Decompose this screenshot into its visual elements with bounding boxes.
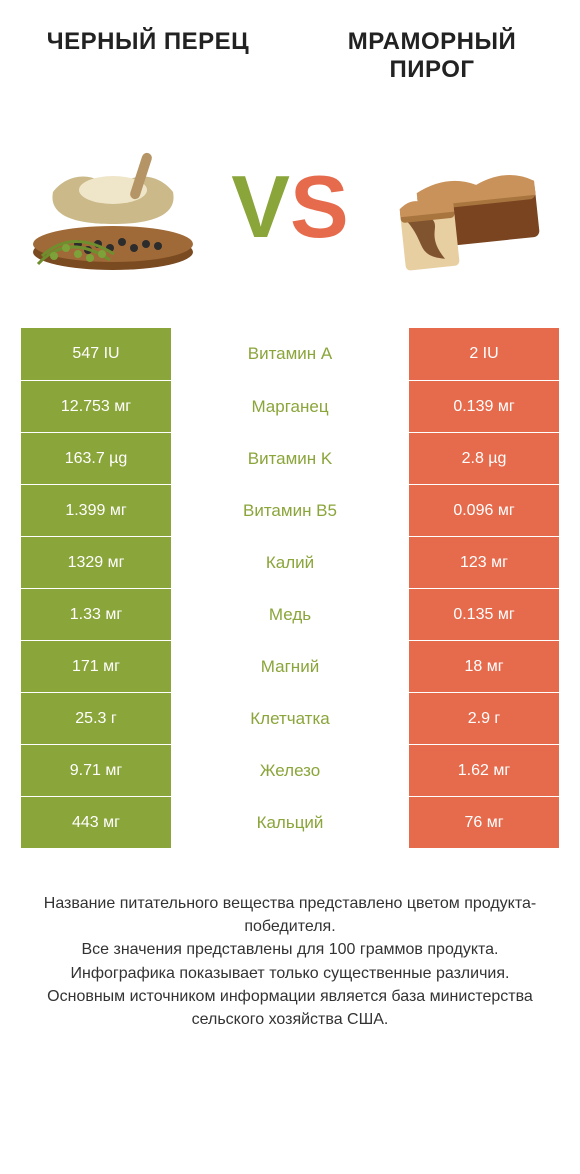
table-row: 12.753 мгМарганец0.139 мг: [21, 380, 559, 432]
left-value: 1.399 мг: [21, 485, 171, 536]
comparison-infographic: ЧЕРНЫЙ ПЕРЕЦ МРАМОРНЫЙ ПИРОГ: [0, 0, 580, 1031]
right-value: 0.139 мг: [409, 381, 559, 432]
footer-line: Название питательного вещества представл…: [40, 892, 540, 938]
left-value: 12.753 мг: [21, 381, 171, 432]
nutrient-name: Кальций: [171, 797, 409, 848]
table-row: 1329 мгКалий123 мг: [21, 536, 559, 588]
nutrient-name: Марганец: [171, 381, 409, 432]
right-value: 2.9 г: [409, 693, 559, 744]
nutrient-name: Витамин B5: [171, 485, 409, 536]
table-row: 547 IUВитамин A2 IU: [21, 328, 559, 380]
table-row: 163.7 µgВитамин K2.8 µg: [21, 432, 559, 484]
right-value: 0.135 мг: [409, 589, 559, 640]
nutrient-name: Магний: [171, 641, 409, 692]
right-product-image: [372, 132, 562, 282]
right-value: 2 IU: [409, 328, 559, 380]
right-product-title: МРАМОРНЫЙ ПИРОГ: [302, 28, 562, 84]
left-value: 171 мг: [21, 641, 171, 692]
table-row: 9.71 мгЖелезо1.62 мг: [21, 744, 559, 796]
right-value: 18 мг: [409, 641, 559, 692]
footer-line: Инфографика показывает только существенн…: [40, 962, 540, 985]
left-value: 163.7 µg: [21, 433, 171, 484]
table-row: 443 мгКальций76 мг: [21, 796, 559, 848]
table-row: 1.399 мгВитамин B50.096 мг: [21, 484, 559, 536]
nutrient-name: Калий: [171, 537, 409, 588]
nutrient-name: Медь: [171, 589, 409, 640]
right-value: 2.8 µg: [409, 433, 559, 484]
nutrient-name: Клетчатка: [171, 693, 409, 744]
left-value: 9.71 мг: [21, 745, 171, 796]
left-product-image: [18, 132, 208, 282]
nutrient-name: Витамин A: [171, 328, 409, 380]
nutrient-name: Железо: [171, 745, 409, 796]
vs-label: VS: [231, 163, 348, 251]
left-value: 443 мг: [21, 797, 171, 848]
comparison-table: 547 IUВитамин A2 IU12.753 мгМарганец0.13…: [21, 328, 559, 848]
footer-line: Все значения представлены для 100 граммо…: [40, 938, 540, 961]
vs-v: V: [231, 163, 290, 251]
table-row: 171 мгМагний18 мг: [21, 640, 559, 692]
nutrient-name: Витамин K: [171, 433, 409, 484]
left-value: 1.33 мг: [21, 589, 171, 640]
right-value: 1.62 мг: [409, 745, 559, 796]
left-value: 547 IU: [21, 328, 171, 380]
table-row: 25.3 гКлетчатка2.9 г: [21, 692, 559, 744]
footer-notes: Название питательного вещества представл…: [18, 892, 562, 1031]
right-value: 76 мг: [409, 797, 559, 848]
hero-row: VS: [18, 112, 562, 302]
left-value: 1329 мг: [21, 537, 171, 588]
left-value: 25.3 г: [21, 693, 171, 744]
vs-s: S: [290, 163, 349, 251]
right-value: 0.096 мг: [409, 485, 559, 536]
footer-line: Основным источником информации является …: [40, 985, 540, 1031]
right-value: 123 мг: [409, 537, 559, 588]
table-row: 1.33 мгМедь0.135 мг: [21, 588, 559, 640]
titles-row: ЧЕРНЫЙ ПЕРЕЦ МРАМОРНЫЙ ПИРОГ: [18, 28, 562, 84]
left-product-title: ЧЕРНЫЙ ПЕРЕЦ: [18, 28, 278, 56]
